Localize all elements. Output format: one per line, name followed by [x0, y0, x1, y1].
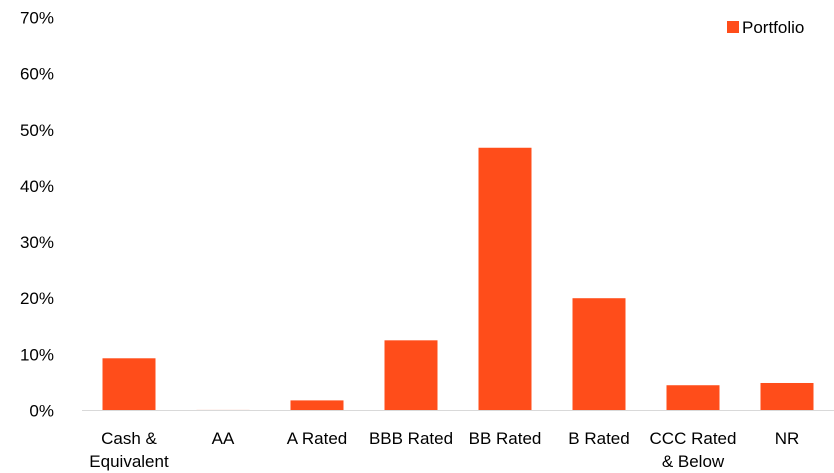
y-tick-label: 30% [20, 233, 54, 252]
bar [478, 147, 532, 411]
x-tick-label-line: & Below [662, 452, 725, 471]
y-tick-label: 20% [20, 289, 54, 308]
x-tick-label-line: Cash & [101, 429, 157, 448]
x-tick-label: Cash & Equivalent [89, 429, 169, 471]
x-tick-label: BB Rated [469, 429, 542, 448]
x-tick-label-line: NR [775, 429, 800, 448]
legend-swatch [727, 21, 739, 33]
x-tick-label: BBB Rated [369, 429, 453, 448]
bar [290, 400, 344, 411]
x-tick-label-line: BBB Rated [369, 429, 453, 448]
x-tick-label-line: B Rated [568, 429, 629, 448]
x-tick-label-line: AA [212, 429, 235, 448]
y-tick-label: 40% [20, 177, 54, 196]
legend-label: Portfolio [742, 18, 804, 37]
bar [572, 298, 626, 411]
x-tick-label: A Rated [287, 429, 348, 448]
y-tick-label: 0% [29, 402, 54, 421]
x-tick-label: B Rated [568, 429, 629, 448]
x-axis-tick-labels: Cash & Equivalent AA A Rated BBB Rated BB Rat… [89, 429, 799, 471]
bar [666, 385, 720, 411]
bar [760, 382, 814, 411]
x-tick-label: CCC Rated & Below [650, 429, 737, 471]
legend: Portfolio [727, 18, 804, 37]
y-axis-tick-labels: 0% 10% 20% 30% 40% 50% 60% 70% [20, 9, 54, 421]
x-tick-label-line: A Rated [287, 429, 348, 448]
x-tick-label-line: BB Rated [469, 429, 542, 448]
x-tick-label-line: Equivalent [89, 452, 169, 471]
x-tick-label-line: CCC Rated [650, 429, 737, 448]
y-tick-label: 10% [20, 345, 54, 364]
x-tick-label: NR [775, 429, 800, 448]
bars [102, 147, 814, 411]
x-tick-label: AA [212, 429, 235, 448]
y-tick-label: 70% [20, 9, 54, 28]
bar [102, 358, 156, 411]
y-tick-label: 50% [20, 121, 54, 140]
y-tick-label: 60% [20, 65, 54, 84]
bar [384, 340, 438, 411]
